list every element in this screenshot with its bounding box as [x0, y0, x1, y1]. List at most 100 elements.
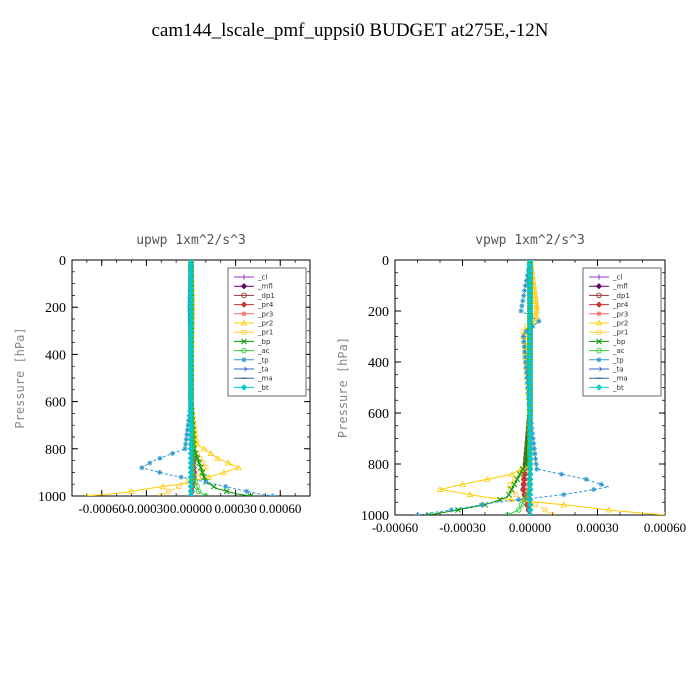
chart-1-point-tp [478, 502, 484, 508]
chart-0-point-bp [210, 483, 217, 490]
chart-0-point-tp [223, 483, 229, 490]
chart-1-point-tp [533, 461, 539, 467]
chart-0-ytick-label-4: 800 [45, 443, 66, 458]
chart-0-point-pr1 [176, 484, 182, 490]
chart-1-xtick-label-2: 0.00000 [509, 520, 551, 535]
chart-0-series-group [84, 260, 276, 496]
chart-1-point-bp [508, 486, 515, 493]
chart-1-point-bp [519, 466, 526, 473]
chart-1-legend-marker-ac [596, 347, 602, 354]
chart-0-legend-label-pr1: _pr1 [257, 329, 273, 337]
chart-0-legend-marker-ac [241, 347, 247, 354]
chart-1-point-bp [522, 455, 529, 462]
chart-0-point-tp [157, 469, 163, 475]
chart-1-point-bp [511, 481, 518, 488]
chart-1-point-bp [522, 461, 529, 467]
chart-0-point-pr2 [84, 492, 89, 496]
chart-1-point-tp [523, 359, 529, 365]
chart-1-point-bp [482, 501, 488, 508]
chart-0-point-ac [203, 493, 209, 496]
chart-1-point-tp [532, 456, 539, 462]
chart-1-point-pr2 [459, 480, 466, 487]
chart-0-legend-marker-tp [241, 357, 247, 363]
chart-1-legend-label-bt: _bt [612, 384, 624, 392]
chart-0-legend-marker-cl [241, 274, 247, 280]
chart-1-point-tp [536, 318, 542, 324]
chart-1-point-tp [516, 497, 522, 503]
chart-1-point-pr2 [531, 317, 538, 324]
chart-0-point-pr2 [205, 473, 213, 480]
chart-1-point-ac [515, 507, 522, 513]
chart-1-xtick-label-4: 0.00060 [644, 520, 686, 535]
chart-1-legend-label-ac: _ac [612, 347, 625, 355]
chart-1-legend-marker-pr4 [595, 301, 603, 308]
chart-1-point-tp [521, 344, 527, 350]
chart-1-legend-label-mfl: _mfl [612, 283, 628, 291]
chart-1-point-tp [532, 451, 538, 457]
chart-1-point-tp [523, 277, 529, 283]
chart-1-point-bt [526, 511, 534, 515]
chart-0-point-pr2 [220, 468, 228, 475]
chart-0-legend-label-cl: _cl [257, 274, 267, 282]
chart-0-legend-label-dp1: _dp1 [257, 292, 275, 300]
chart-1-point-pr1 [534, 308, 540, 314]
chart-1-legend-label-pr3: _pr3 [612, 310, 628, 318]
chart-0-point-pr2 [207, 450, 215, 456]
chart-1-point-pr1 [513, 492, 519, 498]
chart-1-ylabel: Pressure [hPa] [336, 337, 350, 438]
chart-0-ylabel: Pressure [hPa] [13, 327, 27, 428]
chart-1-point-pr2 [560, 501, 568, 508]
chart-1-legend-label-pr4: _pr4 [612, 301, 629, 309]
chart-0-xtick-label-0: -0.00060 [78, 501, 125, 516]
chart-1-legend-label-cl: _cl [612, 274, 622, 282]
chart-0-point-tp [184, 427, 191, 433]
chart-1-legend-label-ta: _ta [612, 366, 624, 374]
chart-1-point-pr2 [508, 470, 516, 477]
chart-0-xtick-label-2: 0.00000 [170, 501, 212, 516]
chart-1-point-pr2 [663, 511, 665, 515]
chart-0-point-bp [197, 464, 204, 471]
chart-0-legend-marker-pr2 [240, 319, 248, 326]
chart-1-point-tp [520, 333, 527, 340]
chart-0-ytick-label-1: 200 [45, 301, 66, 316]
chart-1-ytick-label-1: 200 [368, 305, 389, 320]
chart-0-point-tp [183, 441, 189, 447]
chart-0-point-pr2 [224, 459, 232, 466]
chart-1-series-line-tp [417, 260, 609, 515]
chart-panel-vpwp: vpwp 1xm^2/s^3 Pressure [hPa] 0 200 400 600 80… [336, 233, 686, 535]
chart-0-point-pr2 [159, 483, 167, 490]
chart-1-point-tp [448, 507, 454, 513]
chart-0-legend-marker-bt [240, 384, 248, 391]
chart-0-point-tp [184, 432, 190, 438]
chart-1-point-tp [520, 298, 526, 304]
chart-1-legend-marker-ta [596, 366, 603, 372]
chart-1-xtick-label-0: -0.00060 [372, 520, 419, 535]
chart-0-point-bp [201, 474, 208, 481]
chart-1-point-pr2 [436, 486, 444, 492]
chart-0-legend-label-mfl: _mfl [257, 283, 273, 291]
chart-0-point-pr2 [193, 435, 200, 442]
chart-0-legend-label-ac: _ac [257, 347, 270, 355]
chart-0-ytick-label-2: 400 [45, 348, 66, 363]
chart-1-legend-marker-tp [596, 357, 602, 363]
chart-1-point-tp [558, 471, 565, 477]
chart-1-legend-marker-dp1 [596, 292, 602, 299]
chart-1-legend-marker-cl [596, 274, 602, 280]
chart-0-xtick-label-1: -0.00030 [123, 501, 170, 516]
chart-1-series-line-pr2 [439, 260, 665, 515]
chart-1-point-tp [522, 282, 529, 289]
chart-0-legend-marker-mfl [240, 283, 248, 290]
chart-0-point-pr2 [214, 454, 222, 461]
chart-0-title: upwp 1xm^2/s^3 [136, 233, 246, 248]
chart-1-legend-label-dp1: _dp1 [612, 292, 630, 300]
chart-1-point-pr2 [466, 491, 474, 498]
chart-1-xtick-label-3: 0.00030 [576, 520, 618, 535]
chart-1-legend-marker-mfl [595, 283, 603, 290]
chart-1-point-pr1 [533, 303, 539, 309]
chart-1-point-tp [591, 486, 597, 493]
chart-1-point-bp [514, 476, 521, 483]
chart-1-point-ac [518, 502, 525, 508]
chart-1-point-pr1 [517, 471, 523, 477]
chart-1-point-tp [531, 446, 537, 452]
